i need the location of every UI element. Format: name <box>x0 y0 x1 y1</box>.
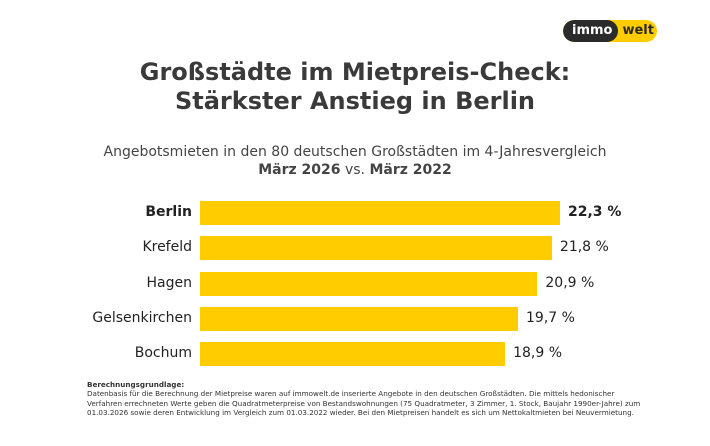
subtitle-vs: vs. <box>340 162 370 178</box>
title-line-1: Großstädte im Mietpreis-Check: <box>139 58 571 86</box>
subtitle-date-2: März 2022 <box>369 162 452 178</box>
page-title: Großstädte im Mietpreis-Check: Stärkster… <box>0 58 710 116</box>
category-label: Krefeld <box>142 239 192 256</box>
bar-krefeld <box>200 236 552 261</box>
category-label: Hagen <box>146 274 192 291</box>
footer-text: Datenbasis für die Berechnung der Mietpr… <box>87 389 641 418</box>
footer-heading: Berechnungsgrundlage: <box>87 380 185 389</box>
data-label: 21,8 % <box>559 239 609 256</box>
data-label: 20,9 % <box>545 274 595 291</box>
logo-left: immo <box>563 20 619 42</box>
category-label: Bochum <box>134 345 192 362</box>
title-line-2: Stärkster Anstieg in Berlin <box>174 87 536 115</box>
bar-gelsenkirchen <box>200 306 519 331</box>
bar-bochum <box>200 342 506 367</box>
subtitle-date-1: März 2026 <box>258 162 341 178</box>
data-label: 19,7 % <box>526 309 575 326</box>
footer-note: Berechnungsgrundlage: Datenbasis für die… <box>87 380 647 418</box>
category-label: Gelsenkirchen <box>92 309 192 326</box>
bar-berlin <box>200 201 560 225</box>
immowelt-logo: immo welt <box>563 20 657 42</box>
subtitle: Angebotsmieten in den 80 deutschen Großs… <box>0 143 710 179</box>
logo-right: welt <box>622 23 654 38</box>
subtitle-line-1: Angebotsmieten in den 80 deutschen Großs… <box>103 144 607 160</box>
subtitle-line-2: März 2026 vs. März 2022 <box>0 161 710 179</box>
bar-hagen <box>200 271 538 296</box>
category-label: Berlin <box>145 204 192 220</box>
data-label: 22,3 % <box>568 204 622 220</box>
data-label: 18,9 % <box>513 345 563 362</box>
